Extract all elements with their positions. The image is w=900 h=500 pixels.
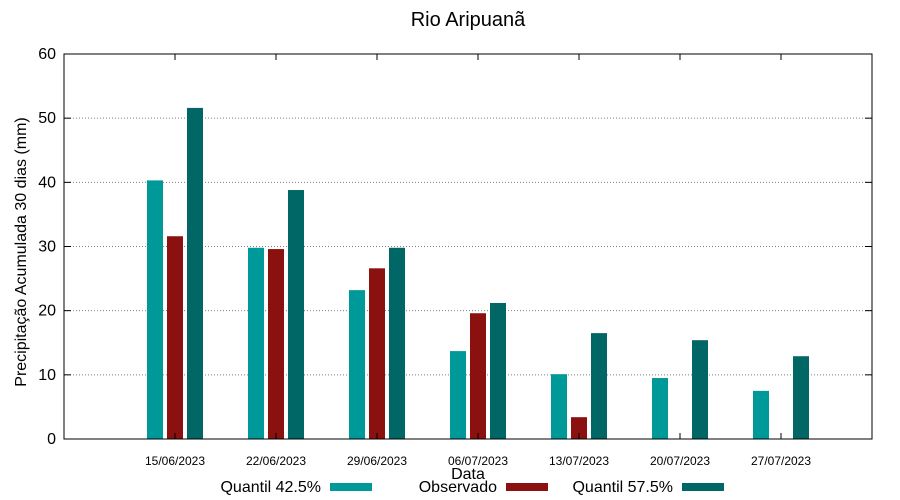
x-tick-label: 15/06/2023 <box>145 454 205 468</box>
bar-observado <box>470 313 486 439</box>
plot-frame <box>63 53 873 440</box>
y-tick-label: 0 <box>47 431 56 448</box>
bar-quantil-57-5 <box>187 107 203 440</box>
bar-observado <box>571 417 587 439</box>
y-tick-label: 60 <box>38 46 56 63</box>
y-axis-ticks: 0 10 20 30 40 50 60 <box>38 46 872 448</box>
bar-quantil-42-5 <box>450 351 466 439</box>
y-axis-label: Precipitação Acumulada 30 dias (mm) <box>13 117 30 386</box>
x-axis-label: Data <box>451 466 485 483</box>
grid-lines <box>64 117 872 376</box>
x-tick-label: 22/06/2023 <box>246 454 306 468</box>
y-tick-label: 30 <box>38 239 56 256</box>
bar-quantil-57-5 <box>692 340 708 439</box>
chart-title: Rio Aripuanã <box>411 9 526 31</box>
bars-group <box>147 107 809 440</box>
bar-quantil-57-5 <box>793 356 809 439</box>
y-tick-label: 40 <box>38 174 56 191</box>
bar-quantil-57-5 <box>591 333 607 439</box>
bar-quantil-42-5 <box>147 180 163 440</box>
bar-quantil-42-5 <box>551 374 567 439</box>
legend: Quantil 42.5% Observado Quantil 57.5% <box>220 479 724 496</box>
legend-label: Observado <box>419 479 497 496</box>
bar-quantil-57-5 <box>389 247 405 439</box>
legend-swatch <box>330 483 372 491</box>
y-tick-label: 10 <box>38 367 56 384</box>
y-tick-label: 20 <box>38 303 56 320</box>
x-axis-ticks: 15/06/2023 22/06/2023 29/06/2023 06/07/2023… <box>145 54 811 468</box>
x-tick-label: 27/07/2023 <box>751 454 811 468</box>
x-tick-label: 29/06/2023 <box>347 454 407 468</box>
bar-quantil-42-5 <box>248 247 264 439</box>
bar-observado <box>268 249 284 439</box>
legend-label: Quantil 57.5% <box>572 479 673 496</box>
bar-observado <box>369 268 385 439</box>
bar-quantil-42-5 <box>652 378 668 439</box>
bar-quantil-42-5 <box>753 390 769 439</box>
bar-quantil-57-5 <box>490 302 506 439</box>
bar-observado <box>167 236 183 439</box>
bar-quantil-57-5 <box>288 190 304 439</box>
legend-label: Quantil 42.5% <box>220 479 321 496</box>
legend-swatch <box>506 483 548 491</box>
y-tick-label: 50 <box>38 110 56 127</box>
bar-quantil-42-5 <box>349 290 365 439</box>
x-tick-label: 13/07/2023 <box>549 454 609 468</box>
x-tick-label: 06/07/2023 <box>448 454 508 468</box>
x-tick-label: 20/07/2023 <box>650 454 710 468</box>
legend-swatch <box>682 483 724 491</box>
